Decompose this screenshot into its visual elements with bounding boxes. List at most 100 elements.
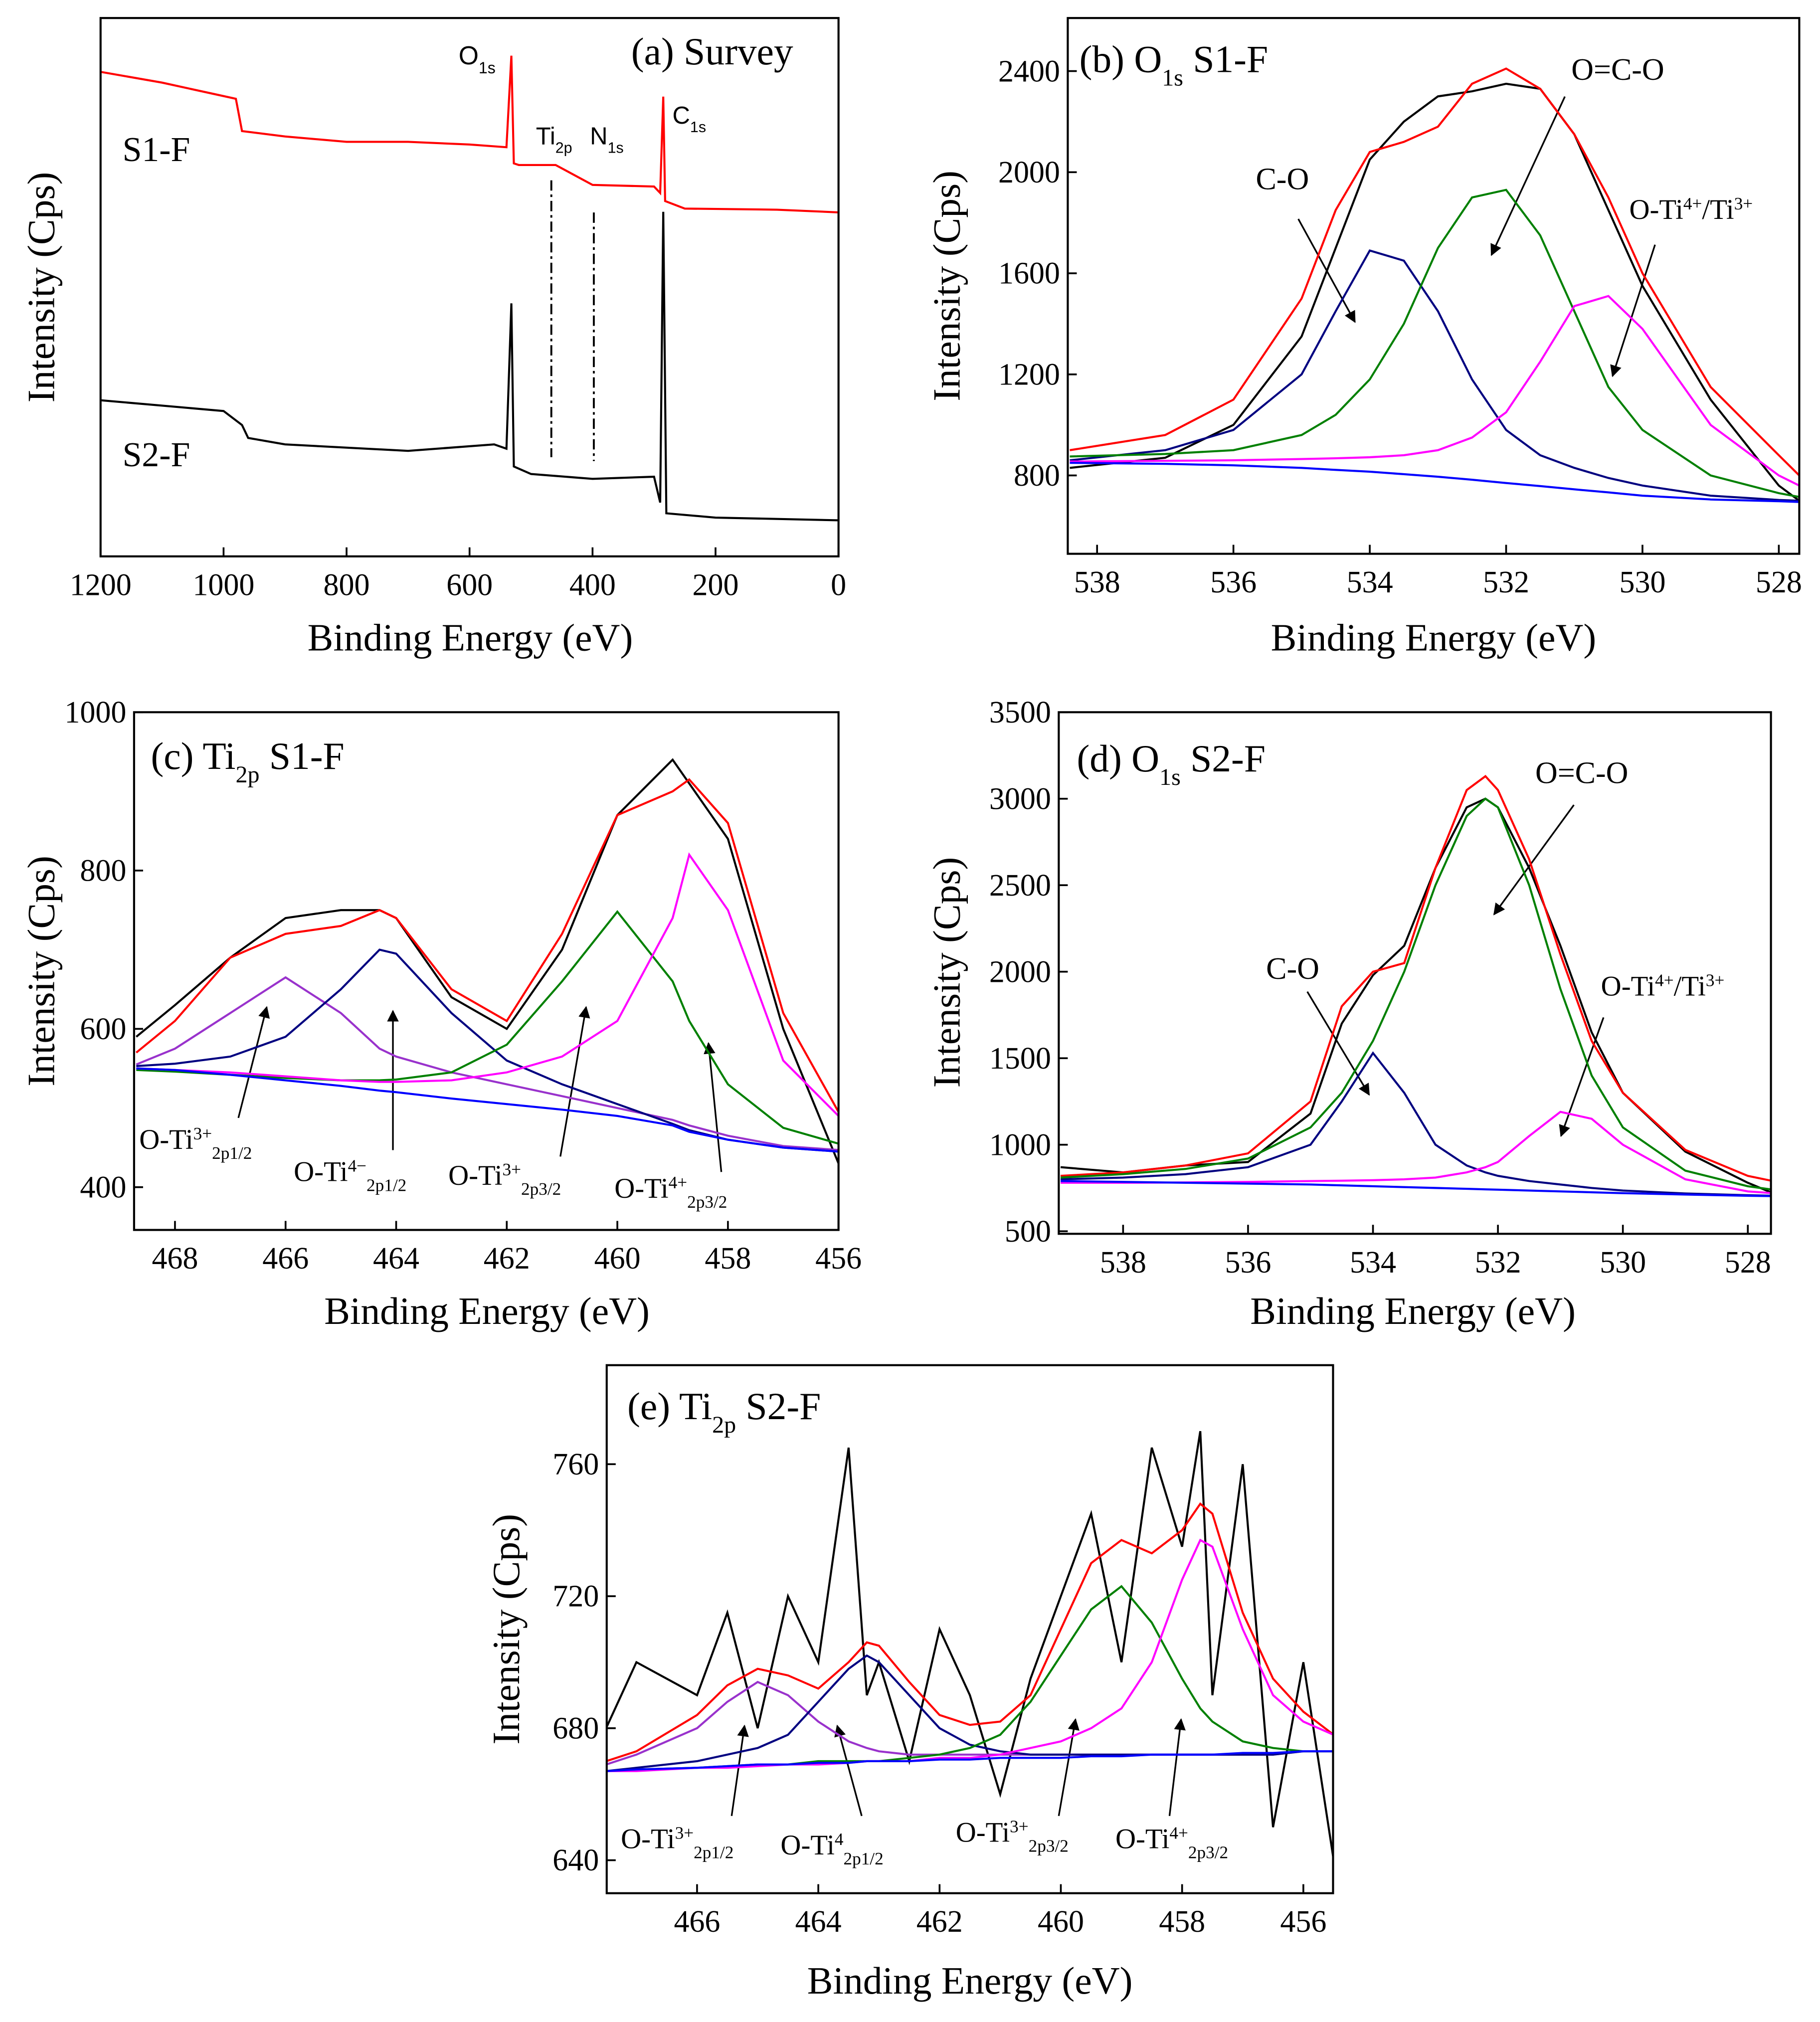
series-line xyxy=(606,1431,1333,1860)
text-part: 2p xyxy=(236,761,260,787)
y-tick-label: 800 xyxy=(1014,459,1060,493)
arrow xyxy=(1058,1718,1080,1817)
x-tick-label: 600 xyxy=(446,568,493,602)
annotation: O-Ti3+2p1/2 xyxy=(621,1823,733,1862)
text-part: S2-F xyxy=(736,1385,821,1428)
text-part: O-Ti xyxy=(780,1830,834,1861)
series-line xyxy=(1070,188,1800,498)
text-part: 2p3/2 xyxy=(521,1179,561,1199)
series-line xyxy=(100,55,839,213)
y-tick-label: 2500 xyxy=(989,869,1051,903)
x-tick-label: 460 xyxy=(594,1242,641,1276)
annotation: N1s xyxy=(590,123,624,156)
panel-title: (a) Survey xyxy=(631,30,793,73)
arrow xyxy=(1610,244,1656,377)
text-part: S1-F xyxy=(260,735,345,777)
arrow xyxy=(1493,804,1575,916)
x-tick-label: 534 xyxy=(1350,1246,1396,1280)
series-line xyxy=(136,852,839,1117)
y-tick-label: 720 xyxy=(552,1580,599,1614)
plot-frame xyxy=(1058,711,1772,1235)
panel: 466 464 462 460 458 456 640 680 720 760 (e) Ti2p S… xyxy=(485,1364,1334,2002)
series-line xyxy=(606,1750,1333,1772)
text-part: 3+ xyxy=(675,1823,694,1842)
series-line xyxy=(606,1585,1333,1772)
text-part: O=C-O xyxy=(1571,53,1664,87)
x-axis-label: Binding Energy (eV) xyxy=(807,1959,1133,2002)
text-part: 2p xyxy=(712,1412,736,1438)
plot-frame xyxy=(133,711,840,1231)
annotation: O-Ti4+2p3/2 xyxy=(614,1173,727,1212)
annotation: S2-F xyxy=(123,436,190,474)
text-part: (d) O xyxy=(1077,737,1159,780)
text-part: 1s xyxy=(608,139,624,156)
series-line xyxy=(136,976,839,1151)
x-tick-label: 462 xyxy=(484,1242,530,1276)
series-line xyxy=(1060,797,1771,1191)
text-part: O-Ti xyxy=(614,1173,668,1204)
arrow xyxy=(1168,1718,1186,1816)
x-tick-label: 534 xyxy=(1347,565,1393,599)
panel-title: (c) Ti2p S1-F xyxy=(151,735,344,788)
annotation: O-Ti4+/Ti3+ xyxy=(1601,970,1725,1002)
series-line xyxy=(1070,249,1800,502)
text-part: C-O xyxy=(1256,163,1309,196)
text-part: S1-F xyxy=(123,131,190,169)
x-tick-label: 464 xyxy=(373,1242,419,1276)
y-tick-label: 500 xyxy=(1005,1215,1051,1249)
arrow xyxy=(237,1006,270,1118)
annotation: O-Ti4+/Ti3+ xyxy=(1629,194,1753,225)
series-line xyxy=(1060,797,1771,1194)
y-tick-label: 3000 xyxy=(989,782,1051,816)
text-part: 1s xyxy=(479,59,496,77)
series-line xyxy=(1060,774,1771,1182)
series-line xyxy=(1061,1110,1771,1194)
y-tick-label: 400 xyxy=(80,1171,126,1205)
panel-title: (d) O1s S2-F xyxy=(1077,737,1265,790)
x-tick-label: 458 xyxy=(705,1242,751,1276)
annotation: O-Ti4−2p1/2 xyxy=(294,1156,406,1195)
x-axis-label: Binding Energy (eV) xyxy=(1271,616,1597,659)
x-tick-label: 466 xyxy=(674,1905,720,1939)
annotation: O-Ti3+2p3/2 xyxy=(448,1160,561,1199)
x-tick-label: 1000 xyxy=(192,568,254,602)
x-tick-label: 400 xyxy=(569,568,616,602)
text-part: 1s xyxy=(1159,764,1181,790)
x-tick-label: 458 xyxy=(1159,1905,1205,1939)
x-tick-label: 464 xyxy=(795,1905,842,1939)
x-tick-label: 200 xyxy=(693,568,739,602)
x-tick-label: 532 xyxy=(1475,1246,1521,1280)
text-part: O-Ti xyxy=(1629,194,1683,225)
arrow xyxy=(730,1724,749,1816)
arrow xyxy=(704,1042,723,1172)
annotation: Ti2p xyxy=(536,123,572,156)
text-part: 2p3/2 xyxy=(1029,1836,1069,1855)
panel: 538 536 534 532 530 528 500 1000 1500 2000 2500 300… xyxy=(925,696,1772,1332)
annotation: O=C-O xyxy=(1535,756,1628,790)
x-tick-label: 532 xyxy=(1483,565,1529,599)
text-part: (c) Ti xyxy=(151,735,235,777)
series-line xyxy=(1070,295,1800,487)
text-part: /Ti xyxy=(1674,971,1706,1002)
text-part: O-Ti xyxy=(1115,1823,1169,1854)
text-part: 4+ xyxy=(1683,194,1702,213)
text-part: 2p3/2 xyxy=(1188,1842,1228,1862)
text-part: 1s xyxy=(690,119,706,136)
y-axis-label: Intensity (Cps) xyxy=(20,856,63,1087)
y-tick-label: 1500 xyxy=(989,1042,1051,1076)
y-tick-label: 800 xyxy=(80,854,126,888)
arrow xyxy=(834,1724,863,1817)
x-tick-label: 1200 xyxy=(70,568,132,602)
y-tick-label: 2000 xyxy=(989,955,1051,989)
annotation: O-Ti42p1/2 xyxy=(780,1830,883,1868)
text-part: 4+ xyxy=(1655,970,1673,990)
series-line xyxy=(136,948,839,1153)
series-line xyxy=(135,758,839,1164)
x-tick-label: 528 xyxy=(1725,1246,1771,1280)
annotation: C-O xyxy=(1256,163,1309,196)
annotation: S1-F xyxy=(123,131,190,169)
text-part: 4+ xyxy=(1169,1823,1188,1842)
text-part: 3+ xyxy=(1010,1817,1028,1836)
y-tick-label: 640 xyxy=(552,1843,599,1877)
plot-frame xyxy=(605,1364,1334,1894)
